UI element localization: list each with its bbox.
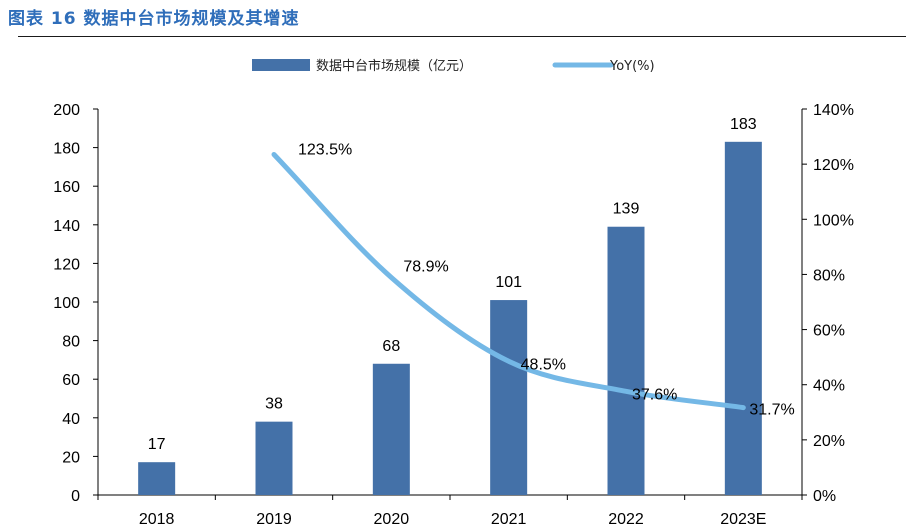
y-left-tick-label: 100 (53, 295, 80, 312)
yoy-line (271, 151, 746, 411)
y-left-tick-label: 0 (71, 488, 80, 505)
x-tick-label: 2021 (491, 511, 527, 528)
yoy-value-label: 78.9% (403, 258, 448, 275)
x-tick-label: 2023E (720, 511, 766, 528)
data-labels: 17 38 68 101 139 183 123.5% 78.9% 48.5% 37.6% 31.7… (148, 116, 795, 453)
y-left-tick-label: 80 (62, 334, 80, 351)
y-right-tick-label: 140% (813, 102, 854, 119)
x-tick-label: 2019 (256, 511, 292, 528)
axes: 0 20 40 60 80 100 120 140 160 180 200 0% 20% 40% 60% 80… (53, 102, 854, 528)
bar (255, 421, 293, 495)
yoy-value-label: 31.7% (749, 402, 794, 419)
legend-swatch-bar (252, 59, 310, 71)
y-right-tick-label: 120% (813, 157, 854, 174)
y-right-tick-label: 40% (813, 378, 845, 395)
legend-label-bar: 数据中台市场规模（亿元） (316, 58, 472, 74)
y-left-tick-label: 20 (62, 449, 80, 466)
bars (138, 141, 762, 496)
legend: 数据中台市场规模（亿元） YoY(%) (252, 58, 655, 74)
x-tick-label: 2018 (139, 511, 175, 528)
bar (490, 300, 528, 495)
y-left-tick-label: 180 (53, 141, 80, 158)
y-left-tick-label: 60 (62, 372, 80, 389)
yoy-value-label: 48.5% (521, 356, 566, 373)
bar (372, 363, 410, 495)
figure-title: 图表 16 数据中台市场规模及其增速 (8, 9, 300, 29)
x-tick-label: 2020 (374, 511, 410, 528)
y-left-tick-label: 200 (53, 102, 80, 119)
bar-value-label: 38 (265, 396, 283, 413)
title-divider (18, 36, 906, 37)
y-right-tick-label: 60% (813, 323, 845, 340)
y-left-tick-label: 120 (53, 256, 80, 273)
x-tick-label: 2022 (608, 511, 644, 528)
yoy-line-path (271, 151, 746, 411)
y-right-tick-label: 100% (813, 212, 854, 229)
y-left-tick-label: 40 (62, 411, 80, 428)
yoy-value-label: 37.6% (632, 386, 677, 403)
y-right-tick-label: 80% (813, 267, 845, 284)
yoy-value-label: 123.5% (298, 141, 352, 158)
y-left-tick-label: 140 (53, 218, 80, 235)
y-left-tick-label: 160 (53, 179, 80, 196)
bar (607, 226, 645, 496)
bar-value-label: 101 (495, 274, 522, 291)
bar-value-label: 183 (730, 116, 757, 133)
bar-value-label: 139 (613, 201, 640, 218)
bar (724, 141, 762, 495)
y-right-tick-label: 20% (813, 433, 845, 450)
legend-label-line: YoY(%) (609, 59, 655, 74)
bar-value-label: 17 (148, 436, 166, 453)
y-right-tick-label: 0% (813, 488, 836, 505)
bar (138, 462, 176, 495)
bar-value-label: 68 (382, 338, 400, 355)
